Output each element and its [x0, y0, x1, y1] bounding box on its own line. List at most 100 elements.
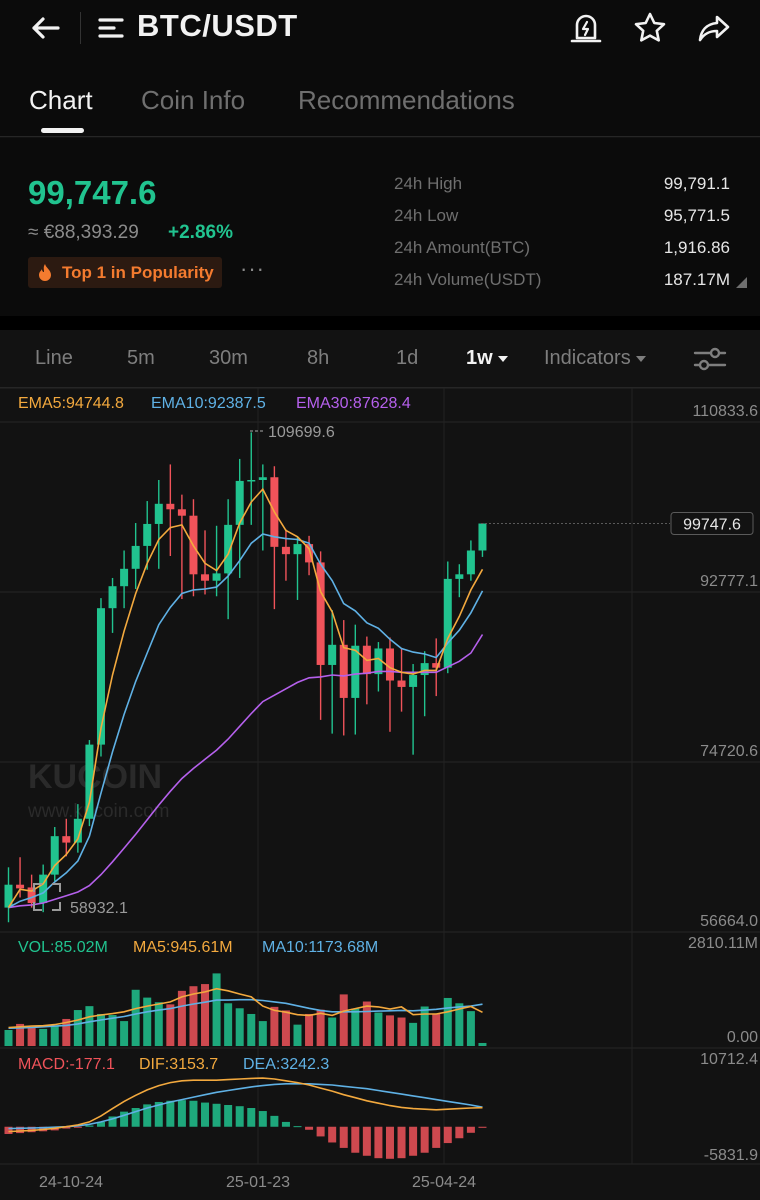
volume-bar: [50, 1026, 59, 1046]
interval-5m[interactable]: 5m: [127, 347, 155, 369]
macd-bar: [235, 1106, 244, 1127]
tab-chart[interactable]: Chart: [29, 85, 93, 115]
more-icon[interactable]: ···: [240, 256, 265, 281]
macd-bar: [108, 1116, 117, 1127]
macd-bar: [201, 1102, 210, 1127]
volume-bar: [143, 997, 152, 1046]
candle-body: [4, 884, 13, 908]
volume-bar: [339, 994, 348, 1046]
indicators-label: Indicators: [544, 347, 631, 369]
volume-bar: [374, 1012, 383, 1046]
volume-bar: [328, 1017, 337, 1046]
macd-bar: [120, 1111, 129, 1127]
candle-body: [177, 509, 186, 516]
candle-body: [385, 648, 394, 681]
legend-ema10: EMA10:92387.5: [151, 395, 266, 412]
volume-bar: [409, 1022, 418, 1046]
indicators-dropdown[interactable]: Indicators: [544, 347, 646, 370]
candle-body: [27, 887, 36, 904]
candle-body: [50, 836, 59, 875]
interval-bar: Line 5m 30m 8h 1d 1w Indicators: [0, 330, 760, 388]
interval-8h[interactable]: 8h: [307, 347, 330, 369]
candle-body: [478, 523, 487, 551]
current-price-label: 99747.6: [683, 517, 741, 534]
volume-bar: [177, 990, 186, 1046]
macd-bar: [374, 1126, 383, 1159]
chart-grid: [0, 388, 760, 1165]
macd-bar: [16, 1126, 25, 1134]
macd-bar: [281, 1121, 290, 1127]
chart-area[interactable]: KUCOIN www.kucoin.com EMA5:94744.8 EMA10…: [0, 388, 760, 1200]
macd-bar: [385, 1126, 394, 1159]
ema5-line: [7, 487, 484, 909]
volume-bar: [281, 1010, 290, 1046]
macd-bar: [362, 1126, 371, 1156]
macd-bar: [328, 1126, 337, 1143]
popularity-badge[interactable]: Top 1 in Popularity: [28, 257, 222, 288]
dif-line: [8, 1077, 483, 1133]
volume-bar: [27, 1027, 36, 1046]
volume-bar: [385, 1015, 394, 1046]
star-icon[interactable]: [630, 8, 670, 48]
candle-body: [235, 480, 244, 525]
candle-body: [120, 568, 129, 587]
tab-recommendations[interactable]: Recommendations: [298, 85, 515, 115]
y-label-3: 74720.6: [700, 743, 758, 760]
volume-bar: [4, 1029, 13, 1046]
macd-bar: [466, 1126, 475, 1133]
macd-bar: [432, 1126, 441, 1148]
interval-1w[interactable]: 1w: [466, 347, 508, 370]
legend-dif: DIF:3153.7: [139, 1056, 218, 1073]
candle-body: [397, 680, 406, 687]
macd-bar: [143, 1104, 152, 1127]
candle-body: [154, 503, 163, 524]
x-label-2: 25-04-24: [412, 1174, 476, 1191]
candle-body: [16, 884, 25, 889]
volume-bar: [154, 1002, 163, 1046]
volume-bar: [247, 1013, 256, 1046]
macd-bar: [131, 1108, 140, 1127]
back-arrow-icon[interactable]: [26, 8, 66, 48]
volume-bar: [420, 1006, 429, 1046]
vol-axis-bottom: 0.00: [727, 1029, 758, 1046]
interval-30m[interactable]: 30m: [209, 347, 248, 369]
legend-ema30: EMA30:87628.4: [296, 395, 411, 412]
tab-coin-info[interactable]: Coin Info: [141, 85, 246, 115]
volume-bar: [96, 1013, 105, 1046]
pair-title[interactable]: BTC/USDT: [137, 8, 298, 43]
macd-bar: [224, 1104, 233, 1127]
volume-bar: [62, 1018, 71, 1046]
candlestick-chart[interactable]: KUCOIN www.kucoin.com EMA5:94744.8 EMA10…: [0, 388, 760, 1200]
interval-line[interactable]: Line: [35, 347, 73, 369]
price-alert-icon[interactable]: [566, 8, 606, 48]
corner-triangle-icon: [736, 277, 747, 288]
candle-body: [62, 836, 71, 843]
candle-body: [466, 550, 475, 575]
stat-value-amount: 1,916.86: [663, 238, 730, 257]
macd-bar: [247, 1108, 256, 1127]
menu-lines-icon[interactable]: [94, 8, 128, 48]
candle-body: [201, 574, 210, 581]
stat-value-high: 99,791.1: [663, 174, 730, 193]
min-label: 58932.1: [70, 900, 128, 917]
macd-bar: [351, 1126, 360, 1153]
macd-bar: [270, 1115, 279, 1127]
stat-label-low: 24h Low: [394, 206, 459, 225]
interval-1d[interactable]: 1d: [396, 347, 419, 369]
macd-layer: [4, 1077, 487, 1159]
stat-label-amount: 24h Amount(BTC): [394, 238, 531, 257]
ema10-line: [8, 533, 484, 909]
macd-bar: [258, 1111, 267, 1127]
volume-bar: [166, 1004, 175, 1046]
chart-settings-icon[interactable]: [692, 344, 728, 374]
macd-bar: [455, 1126, 464, 1139]
crosshair-icon[interactable]: [33, 883, 61, 911]
candle-body: [143, 523, 152, 546]
share-icon[interactable]: [694, 8, 734, 48]
section-separator: [0, 316, 760, 330]
candle-body: [374, 648, 383, 675]
volume-bar: [85, 1006, 94, 1046]
candle-body: [339, 644, 348, 698]
legend-ema5: EMA5:94744.8: [18, 395, 124, 412]
macd-bar: [4, 1126, 13, 1135]
